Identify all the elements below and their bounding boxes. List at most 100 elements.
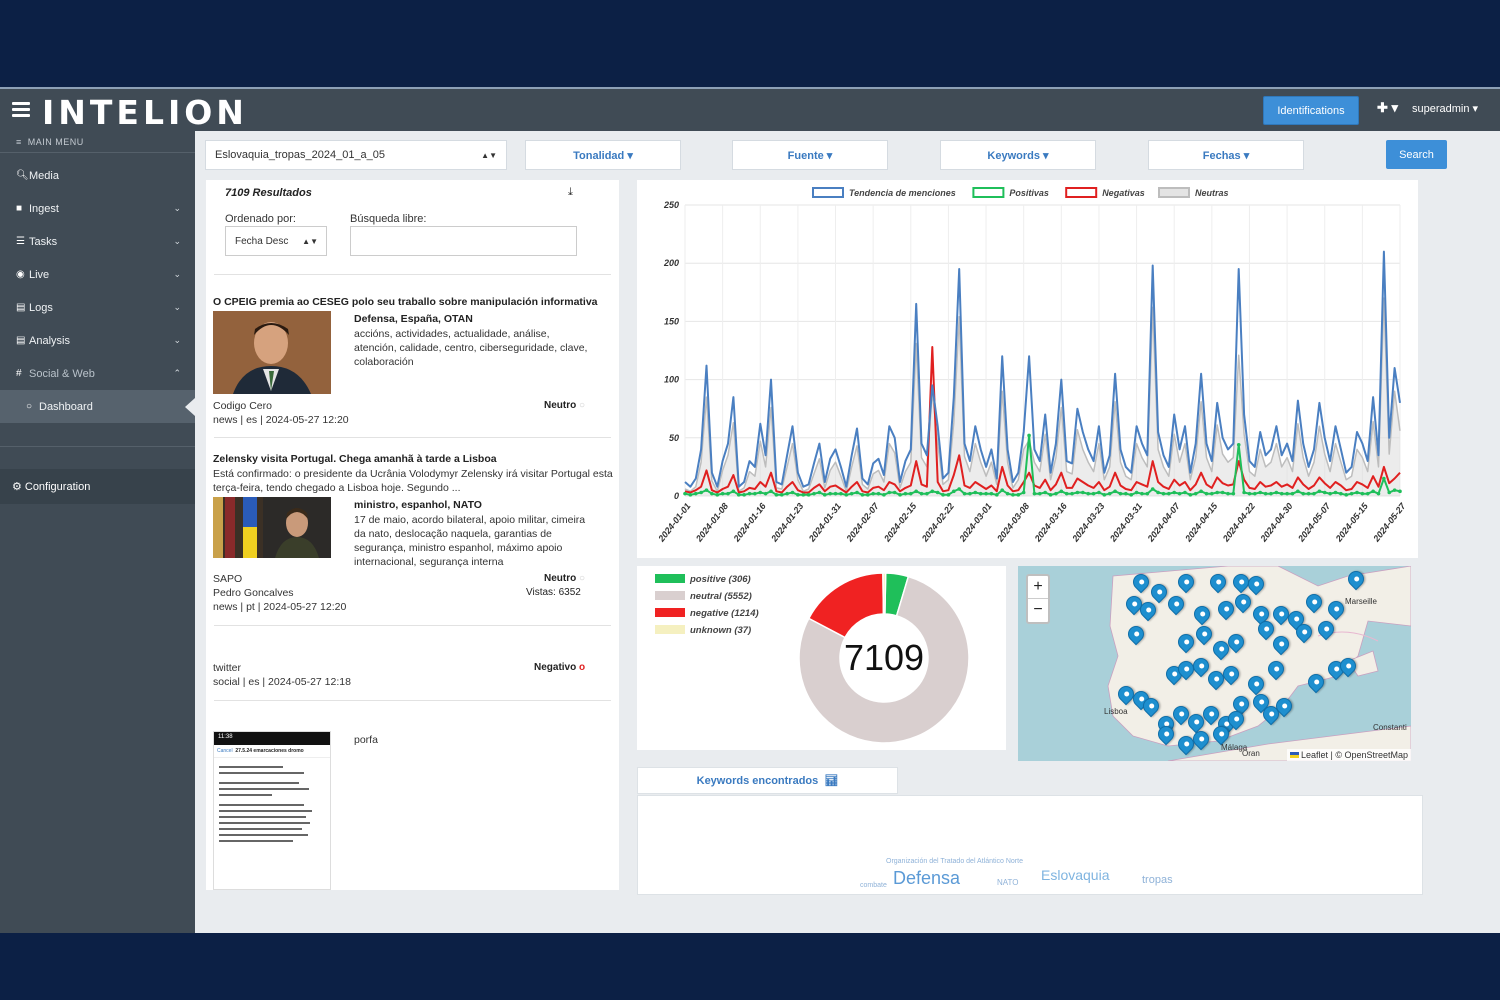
select-arrows-icon: ▲▼ [302, 236, 318, 246]
map-label-malaga: Málaga [1221, 743, 1248, 752]
series-point-positivas [1253, 491, 1257, 496]
sidebar-item-analysis[interactable]: ▤ Analysis ⌄ [0, 324, 195, 357]
results-panel: 7109 Resultados ⤓ Ordenado por: Búsqueda… [206, 180, 619, 890]
series-point-positivas [1054, 491, 1058, 496]
series-point-positivas [699, 490, 703, 495]
series-point-positivas [817, 490, 822, 495]
map-attribution-text: Leaflet | © OpenStreetMap [1300, 750, 1408, 760]
identifications-button[interactable]: Identifications [1263, 96, 1359, 125]
series-point-positivas [973, 490, 978, 495]
series-point-positivas [930, 489, 935, 494]
article-title[interactable]: Zelensky visita Portugal. Chega amanhã à… [213, 453, 497, 465]
article-source: Codigo Cero [213, 400, 272, 412]
article-body: 17 de maio, acordo bilateral, apoio mili… [354, 514, 586, 568]
sidebar-item-label: Configuration [24, 480, 91, 493]
keywords-word-cloud: Organización del Tratado del Atlántico N… [637, 795, 1423, 895]
y-tick-label: 150 [664, 316, 679, 326]
cloud-word[interactable]: Organización del Tratado del Atlántico N… [886, 858, 1023, 865]
series-point-positivas [1188, 493, 1193, 497]
article-views: Vistas: 6352 [526, 587, 581, 598]
tonalidad-dropdown[interactable]: Tonalidad ▾ [525, 140, 681, 170]
series-point-positivas [855, 490, 859, 495]
list-icon: ☰ [16, 236, 25, 247]
article-thumbnail[interactable] [213, 311, 331, 394]
sidebar-item-label: Live [29, 268, 50, 281]
hamburger-menu-icon[interactable] [12, 99, 30, 117]
user-menu[interactable]: superadmin ▾ [1412, 103, 1479, 115]
free-search-input[interactable] [350, 226, 577, 256]
y-tick-label: 100 [664, 375, 679, 385]
legend-swatch [1158, 187, 1190, 198]
download-icon[interactable]: ⤓ [568, 186, 573, 198]
sidebar-item-dashboard[interactable]: ○ Dashboard [0, 390, 195, 423]
sidebar: ≡ MAIN MENU 🔍︎ Media ■ Ingest ⌄ ☰ Tasks ⌄ ◉ Liv… [0, 131, 195, 933]
series-point-positivas [908, 491, 913, 496]
cloud-word[interactable]: tropas [1142, 874, 1173, 886]
sidebar-item-configuration[interactable]: ⚙ Configuration [0, 469, 195, 504]
series-point-positivas [726, 491, 730, 496]
article-meta: social | es | 2024-05-27 12:18 [213, 676, 351, 688]
series-point-positivas [1398, 489, 1402, 494]
zoom-in-button[interactable]: + [1028, 576, 1048, 599]
keywords-found-tab[interactable]: Keywords encontrados 📊︎ [637, 767, 898, 794]
article-keywords: ministro, espanhol, NATO [354, 499, 482, 511]
dataset-select-value: Eslovaquia_tropas_2024_01_a_05 [215, 149, 386, 161]
sidebar-item-label: Ingest [29, 202, 59, 215]
pie-legend-swatch [655, 591, 685, 600]
series-point-positivas [822, 493, 827, 497]
sidebar-item-ingest[interactable]: ■ Ingest ⌄ [0, 192, 195, 225]
cloud-word[interactable]: combate [860, 882, 887, 889]
series-point-positivas [941, 493, 945, 497]
dataset-select[interactable]: Eslovaquia_tropas_2024_01_a_05 ▲▼ [205, 140, 507, 170]
article-thumbnail[interactable] [213, 497, 331, 558]
sidebar-item-logs[interactable]: ▤ Logs ⌄ [0, 291, 195, 324]
cloud-word[interactable]: Defensa [893, 868, 961, 888]
add-menu-icon[interactable]: ✚ ▾ [1377, 100, 1399, 115]
search-button[interactable]: Search [1386, 140, 1447, 169]
series-point-positivas [1075, 490, 1080, 495]
top-bar: INTELION Identifications ✚ ▾ superadmin … [0, 87, 1500, 132]
article-thumbnail[interactable]: 11:38 Cancel 27.5.24 emarcaciones dromo [213, 731, 331, 890]
sidebar-item-social-web[interactable]: # Social & Web ⌃ [0, 357, 195, 390]
x-tick-label: 2024-05-15 [1333, 500, 1370, 544]
pie-legend-label: neutral (5552) [690, 591, 752, 602]
series-point-positivas [1027, 433, 1031, 438]
series-point-positivas [704, 488, 709, 492]
chevron-down-icon: ⌄ [173, 203, 181, 213]
series-point-positivas [1387, 490, 1392, 495]
locations-map[interactable]: + − Lisboa Marseille Málaga Oran Constan… [1018, 566, 1411, 761]
x-tick-label: 2024-03-31 [1107, 501, 1144, 544]
keywords-found-label: Keywords encontrados [696, 774, 819, 787]
series-point-positivas [968, 491, 972, 496]
series-point-positivas [1236, 442, 1241, 447]
file-icon: ▤ [16, 335, 26, 346]
map-attribution[interactable]: Leaflet | © OpenStreetMap [1286, 749, 1411, 761]
keywords-dropdown[interactable]: Keywords ▾ [940, 140, 1096, 170]
series-point-positivas [1317, 489, 1322, 494]
cloud-word[interactable]: Eslovaquia [1041, 867, 1110, 883]
series-point-positivas [683, 491, 687, 496]
series-point-positivas [1145, 491, 1150, 496]
article-title[interactable]: O CPEIG premia ao CESEG polo seu traball… [213, 296, 598, 308]
order-select-value: Fecha Desc [235, 235, 289, 247]
cloud-word[interactable]: NATO [997, 878, 1019, 887]
sidebar-item-live[interactable]: ◉ Live ⌄ [0, 258, 195, 291]
hash-icon: # [16, 368, 22, 379]
circle-icon: ○ [26, 401, 33, 412]
legend-label: Tendencia de menciones [849, 188, 956, 198]
series-point-positivas [1258, 490, 1263, 495]
series-point-positivas [736, 493, 741, 497]
fechas-dropdown[interactable]: Fechas ▾ [1148, 140, 1304, 170]
mentions-trend-chart: 0 50 100 150 200 250 2024-01-01 2024-01-08 2024-… [637, 180, 1418, 558]
y-tick-label: 200 [663, 258, 679, 268]
menu-icon: ≡ [16, 136, 22, 147]
sidebar-item-media[interactable]: 🔍︎ Media [0, 159, 195, 192]
series-point-positivas [1118, 491, 1123, 496]
fuente-dropdown[interactable]: Fuente ▾ [732, 140, 888, 170]
order-select[interactable]: Fecha Desc ▲▼ [225, 226, 327, 256]
series-point-positivas [1204, 491, 1209, 496]
article-meta: news | pt | 2024-05-27 12:20 [213, 601, 347, 613]
zoom-out-button[interactable]: − [1033, 601, 1043, 618]
donut-total: 7109 [844, 637, 924, 678]
sidebar-item-tasks[interactable]: ☰ Tasks ⌄ [0, 225, 195, 258]
